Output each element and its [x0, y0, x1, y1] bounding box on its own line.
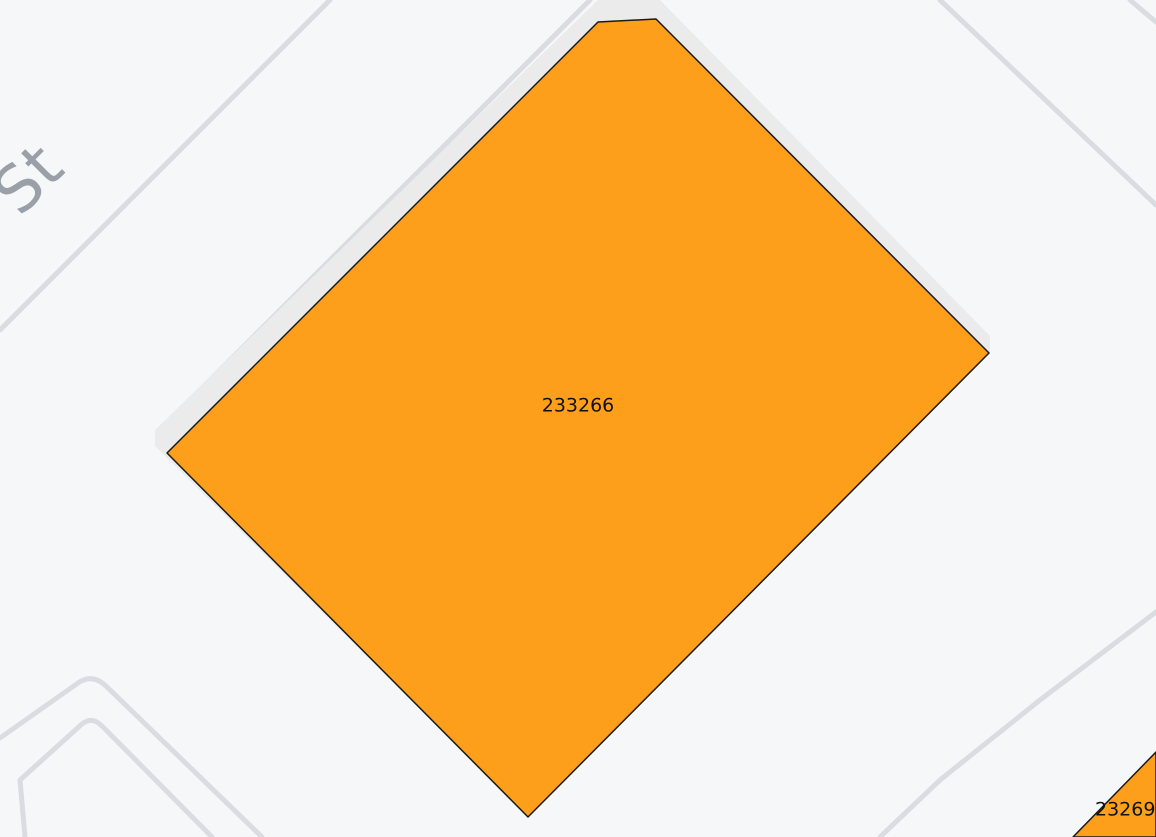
parcel-label-233266: 233266 [542, 395, 615, 417]
road-edge-lower-left-outer [0, 676, 265, 837]
road-edge-top-right-corner [1127, 0, 1156, 25]
parcel-label-232692: 232692 [1095, 799, 1156, 821]
parcel-232692[interactable] [1072, 751, 1156, 837]
road-edge-lower-left-inner [17, 718, 215, 837]
road-edge-left-bottom [17, 777, 28, 837]
parcel-233266[interactable] [166, 18, 990, 818]
road-edge-upper-left [0, 0, 333, 333]
road-edge-upper-right [937, 0, 1156, 208]
road-edge-lower-right [877, 609, 1156, 837]
